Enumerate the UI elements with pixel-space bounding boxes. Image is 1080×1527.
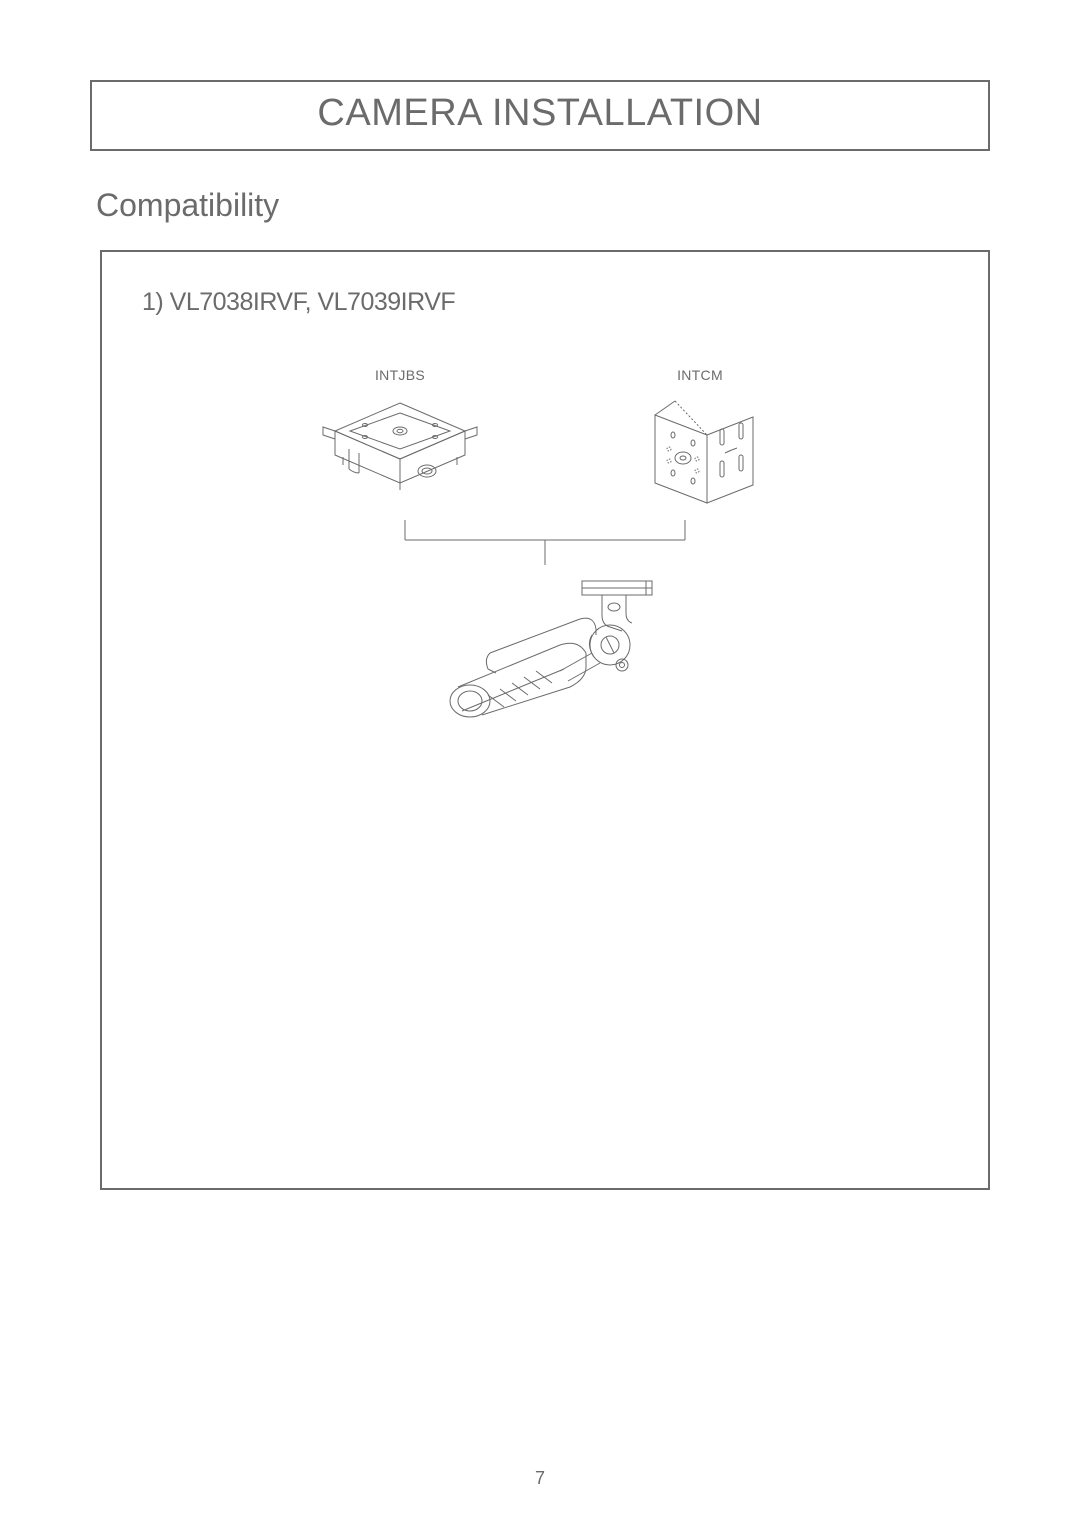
part-intjbs: INTJBS <box>315 367 485 515</box>
models-heading: 1) VL7038IRVF, VL7039IRVF <box>142 288 948 317</box>
corner-mount-illustration <box>625 395 775 515</box>
camera-illustration <box>410 575 680 735</box>
connector-lines <box>305 515 785 575</box>
title-box: CAMERA INSTALLATION <box>90 80 990 151</box>
page-number: 7 <box>0 1468 1080 1489</box>
section-heading: Compatibility <box>96 187 990 224</box>
part-intcm: INTCM <box>625 367 775 515</box>
page-title: CAMERA INSTALLATION <box>92 92 988 135</box>
junction-box-illustration <box>315 395 485 515</box>
part-label: INTCM <box>677 367 723 383</box>
document-page: CAMERA INSTALLATION Compatibility 1) VL7… <box>0 0 1080 1527</box>
part-label: INTJBS <box>375 367 425 383</box>
parts-row: INTJBS <box>142 367 948 515</box>
compatibility-box: 1) VL7038IRVF, VL7039IRVF INTJBS <box>100 250 990 1190</box>
